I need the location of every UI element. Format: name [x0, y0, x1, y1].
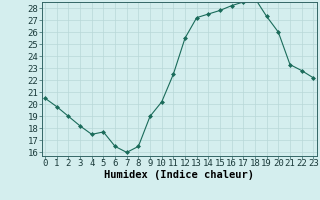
X-axis label: Humidex (Indice chaleur): Humidex (Indice chaleur): [104, 170, 254, 180]
